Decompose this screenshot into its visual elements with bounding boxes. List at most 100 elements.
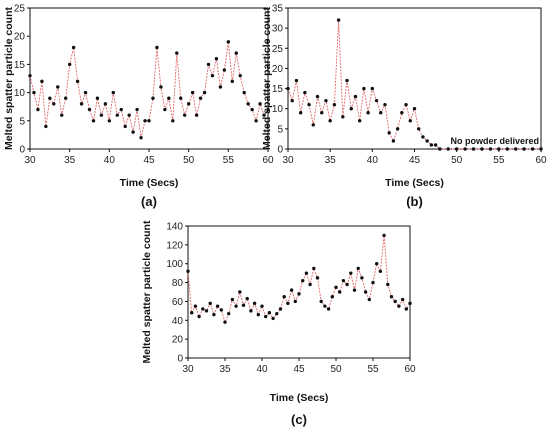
x-axis-title: Time (Secs) [385,177,444,189]
data-point [371,280,375,285]
data-point [471,147,476,151]
data-point [391,139,396,143]
data-point [139,136,143,140]
data-point [256,312,260,317]
data-point [298,111,303,115]
y-tick-label: 140 [166,222,183,233]
data-point [119,107,123,112]
data-point [242,90,246,95]
data-point [446,147,450,151]
data-point [79,102,84,106]
data-point [312,266,316,271]
data-point [289,288,294,292]
data-point [349,271,353,275]
panel-label: (a) [141,194,157,209]
data-point [186,269,190,273]
data-point [252,301,257,306]
y-tick-label: 5 [19,116,25,127]
data-point [326,307,331,311]
plot-frame [187,225,411,359]
data-point [163,107,167,112]
data-point [63,96,68,100]
x-tick-label: 35 [325,155,337,166]
data-point [332,102,337,107]
data-point [514,147,518,151]
data-point [230,79,234,84]
data-point [539,147,543,151]
data-point [488,147,493,151]
data-point [400,297,405,302]
data-point [234,304,238,308]
data-point [400,111,404,115]
data-point [56,85,60,89]
data-point [341,278,346,283]
x-tick-label: 40 [104,155,116,166]
data-point [212,312,216,317]
x-tick-label: 30 [24,155,36,166]
data-point [36,107,40,112]
y-tick-label: 30 [272,24,284,35]
y-tick-label: 100 [166,259,183,270]
y-tick-label: 40 [172,316,184,327]
data-point [254,119,258,123]
x-tick-label: 40 [367,155,379,166]
data-point [198,96,203,100]
data-point [463,147,467,151]
data-point [386,282,390,287]
data-point [345,78,349,83]
data-point [336,18,341,22]
y-tick-label: 0 [277,145,283,156]
data-point [522,147,526,151]
y-tick-label: 20 [14,32,26,43]
data-point [201,307,205,311]
x-tick-label: 60 [404,364,416,375]
data-point [218,85,223,89]
data-point [262,113,266,117]
data-point [131,130,135,134]
data-point [190,90,195,95]
data-point [366,111,370,115]
data-point [28,73,32,78]
data-point [334,285,338,289]
data-point [87,107,92,112]
data-point [245,296,249,301]
data-point [230,297,235,302]
data-point [379,111,383,115]
data-point [319,299,323,304]
data-point [311,123,315,127]
data-point [378,269,383,273]
x-tick-label: 45 [143,155,155,166]
data-point [75,79,80,84]
data-point [91,119,96,123]
data-point [301,278,305,283]
chart-panel-c: 30 35 40 45 50 55 60 0 20 40 60 80 100 120 140 Time (Se… [141,220,416,427]
y-tick-label: 25 [272,44,284,55]
data-point [95,96,100,100]
data-point [193,304,198,308]
data-point [206,62,211,67]
y-tick-label: 20 [272,64,284,75]
y-axis-title: Melted spatter particle count [3,7,15,150]
x-tick-label: 35 [64,155,76,166]
data-point [370,86,375,91]
data-point [267,311,272,315]
data-point [246,102,250,106]
data-point [387,131,391,135]
x-tick-label: 60 [535,155,547,166]
y-tick-label: 10 [272,104,284,115]
data-point [183,113,187,117]
data-point [349,107,353,111]
data-point [282,295,286,299]
y-tick-label: 10 [14,88,26,99]
x-axis-title: Time (Secs) [120,177,179,189]
data-point [266,107,270,112]
data-point [303,90,307,95]
data-point [330,295,334,299]
data-point [275,311,279,316]
data-point [223,320,227,324]
data-point [210,73,215,78]
y-tick-label: 5 [277,124,283,135]
data-point [258,102,262,106]
panel-label: (b) [406,194,423,209]
